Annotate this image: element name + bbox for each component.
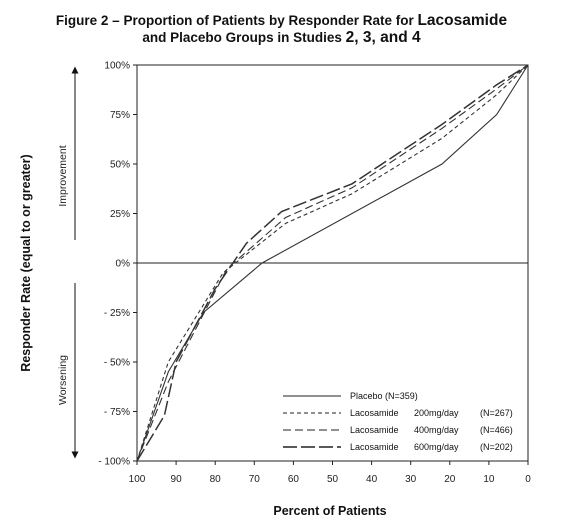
legend-label-1: Placebo (N=359) (350, 391, 418, 401)
series-lines (136, 64, 529, 462)
y-tick-label: 0% (116, 259, 131, 270)
chart-title-text: Figure 2 – Proportion of Patients by Res… (55, 13, 418, 28)
y-tick-label: 25% (110, 209, 130, 220)
worsening-label: Worsening (57, 355, 69, 405)
legend-n-2: (N=267) (480, 408, 513, 418)
y-tick-label: 100% (104, 61, 130, 72)
legend-n-4: (N=202) (480, 442, 513, 452)
x-tick-label: 40 (366, 474, 378, 485)
x-tick-label: 60 (288, 474, 300, 485)
x-tick-label: 100 (129, 474, 146, 485)
x-tick-label: 90 (171, 474, 183, 485)
chart-title-drug: Lacosamide (417, 12, 508, 29)
y-tick-label: - 50% (104, 358, 130, 369)
y-axis-title: Responder Rate (equal to or greater) (19, 154, 33, 371)
improvement-indicator: Improvement (57, 66, 79, 240)
legend-label-2: Lacosamide (350, 408, 399, 418)
x-tick-label: 30 (405, 474, 417, 485)
x-tick-label: 20 (444, 474, 456, 485)
x-tick-label: 0 (525, 474, 531, 485)
series-line-3 (136, 64, 529, 462)
x-tick-label: 70 (249, 474, 261, 485)
x-tick-label: 80 (210, 474, 222, 485)
y-axis-ticks: 100% 75% 50% 25% 0% - 25% - 50% - 75% - 100% (98, 61, 137, 468)
x-axis-ticks: 100 90 80 70 60 50 40 30 20 10 0 (129, 461, 531, 485)
legend: Placebo (N=359) Lacosamide 200mg/day (N=267… (283, 391, 513, 452)
x-tick-label: 10 (483, 474, 495, 485)
series-line-1 (136, 64, 529, 462)
x-tick-label: 50 (327, 474, 339, 485)
y-tick-label: 75% (110, 110, 130, 121)
series-line-4 (136, 64, 529, 462)
y-tick-label: 50% (110, 160, 130, 171)
y-tick-label: - 25% (104, 308, 130, 319)
worsening-indicator: Worsening (57, 283, 79, 459)
chart-title-line-2: and Placebo Groups in Studies 2, 3, and … (0, 29, 563, 46)
legend-n-3: (N=466) (480, 425, 513, 435)
x-axis-title: Percent of Patients (273, 504, 386, 518)
series-line-2 (136, 64, 529, 462)
legend-dose-2: 200mg/day (414, 408, 459, 418)
legend-label-3: Lacosamide (350, 425, 399, 435)
legend-dose-4: 600mg/day (414, 442, 459, 452)
chart-subtitle-studies: 2, 3, and 4 (345, 29, 421, 46)
legend-label-4: Lacosamide (350, 442, 399, 452)
chart-title-line-1: Figure 2 – Proportion of Patients by Res… (0, 12, 563, 29)
y-tick-label: - 100% (98, 457, 130, 468)
improvement-label: Improvement (57, 145, 69, 206)
chart-subtitle-text: and Placebo Groups in Studies (142, 30, 346, 45)
legend-dose-3: 400mg/day (414, 425, 459, 435)
y-tick-label: - 75% (104, 407, 130, 418)
